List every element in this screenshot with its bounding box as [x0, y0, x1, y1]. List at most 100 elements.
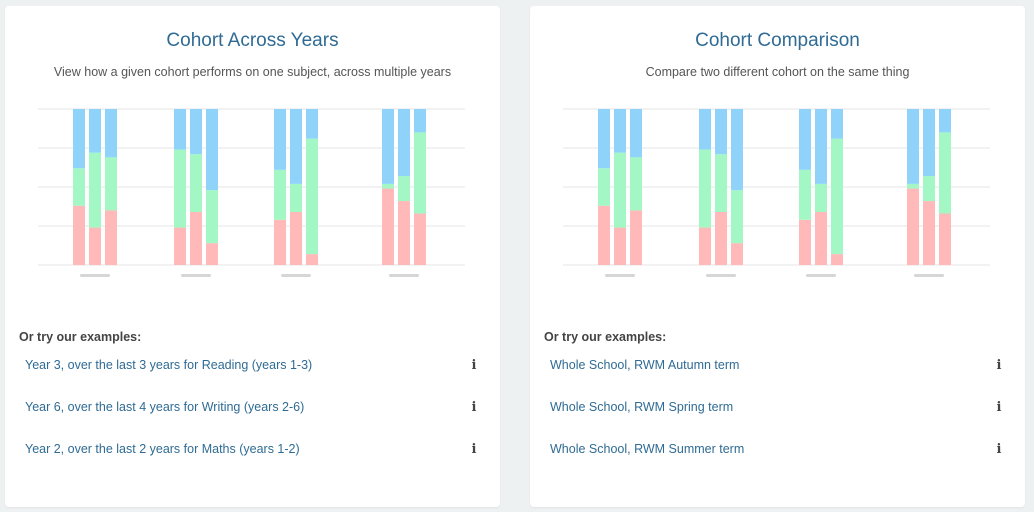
info-icon[interactable]: i [996, 441, 1002, 457]
bar-segment-middle [382, 183, 394, 189]
cohort-comparison-chart [563, 108, 990, 277]
info-icon[interactable]: i [996, 399, 1002, 415]
bar-segment-bottom [715, 211, 727, 265]
bar-segment-top [815, 109, 827, 184]
bar-segment-bottom [831, 254, 843, 265]
example-link-year2-maths[interactable]: Year 2, over the last 2 years for Maths … [25, 442, 300, 456]
bar-segment-top [89, 109, 101, 153]
example-link-spring[interactable]: Whole School, RWM Spring term [550, 400, 734, 414]
bar-segment-middle [731, 190, 743, 244]
bar-segment-middle [398, 176, 410, 202]
bar-segment-middle [630, 157, 642, 211]
bar-segment-top [731, 109, 743, 191]
bar-segment-middle [206, 190, 218, 244]
bar-segment-bottom [630, 210, 642, 265]
card-title: Cohort Comparison [695, 30, 860, 51]
bar-segment-middle [274, 169, 286, 220]
bar-segment-bottom [614, 227, 626, 265]
x-axis-tick-placeholder [389, 274, 419, 277]
bar-segment-top [414, 109, 426, 133]
bar-segment-top [715, 109, 727, 155]
bar-segment-middle [614, 152, 626, 228]
bar-segment-top [398, 109, 410, 177]
info-icon[interactable]: i [471, 399, 477, 415]
bar-segment-top [174, 109, 186, 150]
info-icon[interactable]: i [471, 357, 477, 373]
bar-segment-top [630, 109, 642, 158]
bar-segment-top [614, 109, 626, 153]
bar-segment-top [105, 109, 117, 158]
bar-segment-middle [799, 169, 811, 220]
card-title: Cohort Across Years [166, 30, 339, 51]
x-axis-tick-placeholder [806, 274, 836, 277]
info-icon[interactable]: i [471, 441, 477, 457]
info-icon[interactable]: i [996, 357, 1002, 373]
bar-segment-bottom [89, 227, 101, 265]
bar-segment-bottom [939, 213, 951, 265]
x-axis-tick-placeholder [706, 274, 736, 277]
cohort-across-years-card: Cohort Across Years View how a given coh… [5, 6, 500, 507]
bar-segment-top [290, 109, 302, 184]
bar-segment-middle [105, 157, 117, 211]
x-axis-tick-placeholder [80, 274, 110, 277]
bar-segment-top [907, 109, 919, 184]
examples-heading: Or try our examples: [544, 330, 667, 344]
bar-segment-bottom [105, 210, 117, 265]
card-subtitle: View how a given cohort performs on one … [53, 65, 452, 79]
bar-segment-middle [939, 132, 951, 214]
bar-segment-bottom [398, 201, 410, 265]
bar-segment-bottom [414, 213, 426, 265]
bar-segment-bottom [815, 211, 827, 265]
example-row: Whole School, RWM Summer term i [544, 438, 1005, 460]
bar-segment-top [939, 109, 951, 133]
bar-segment-middle [414, 132, 426, 214]
example-link-summer[interactable]: Whole School, RWM Summer term [550, 442, 745, 456]
cohort-comparison-card: Cohort Comparison Compare two different … [530, 6, 1025, 507]
bar-segment-top [73, 109, 85, 169]
bar-segment-bottom [382, 188, 394, 265]
bar-segment-bottom [290, 211, 302, 265]
bar-segment-middle [831, 138, 843, 255]
example-row: Year 2, over the last 2 years for Maths … [19, 438, 480, 460]
bar-segment-bottom [174, 227, 186, 265]
bar-segment-top [274, 109, 286, 170]
x-axis-tick-placeholder [281, 274, 311, 277]
bar-segment-middle [290, 183, 302, 212]
bar-segment-bottom [907, 188, 919, 265]
bar-segment-bottom [206, 243, 218, 265]
bar-segment-middle [715, 154, 727, 212]
bar-segment-middle [73, 168, 85, 206]
bar-segment-top [923, 109, 935, 177]
bar-segment-bottom [923, 201, 935, 265]
bar-segment-bottom [799, 219, 811, 265]
example-row: Year 6, over the last 4 years for Writin… [19, 396, 480, 418]
bar-segment-middle [89, 152, 101, 228]
bar-segment-bottom [306, 254, 318, 265]
example-link-year6-writing[interactable]: Year 6, over the last 4 years for Writin… [25, 400, 305, 414]
bar-segment-middle [923, 176, 935, 202]
bar-segment-middle [815, 183, 827, 212]
examples-heading: Or try our examples: [19, 330, 142, 344]
bar-segment-bottom [274, 219, 286, 265]
card-subtitle: Compare two different cohort on the same… [645, 65, 910, 79]
bar-segment-top [306, 109, 318, 139]
bar-segment-top [831, 109, 843, 139]
bar-segment-middle [190, 154, 202, 212]
bar-segment-middle [174, 149, 186, 228]
bar-segment-middle [907, 183, 919, 189]
example-link-year3-reading[interactable]: Year 3, over the last 3 years for Readin… [25, 358, 313, 372]
x-axis-tick-placeholder [914, 274, 944, 277]
bar-segment-bottom [699, 227, 711, 265]
x-axis-tick-placeholder [605, 274, 635, 277]
example-row: Whole School, RWM Autumn term i [544, 354, 1005, 376]
bar-segment-top [206, 109, 218, 191]
example-row: Whole School, RWM Spring term i [544, 396, 1005, 418]
bar-segment-top [382, 109, 394, 184]
bar-segment-bottom [190, 211, 202, 265]
x-axis-tick-placeholder [181, 274, 211, 277]
bar-segment-bottom [73, 205, 85, 265]
example-row: Year 3, over the last 3 years for Readin… [19, 354, 480, 376]
bar-segment-middle [699, 149, 711, 228]
bar-segment-top [799, 109, 811, 170]
example-link-autumn[interactable]: Whole School, RWM Autumn term [550, 358, 740, 372]
